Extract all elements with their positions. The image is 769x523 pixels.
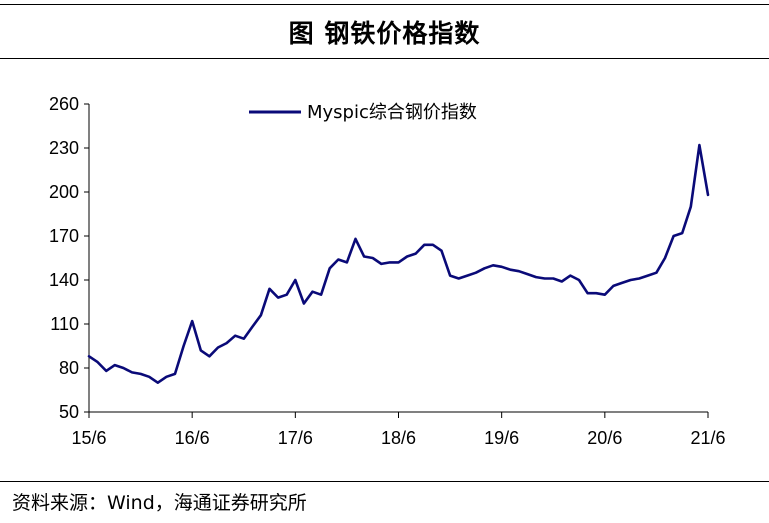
x-tick-label: 17/6 <box>278 428 313 448</box>
x-tick-label: 21/6 <box>690 428 725 448</box>
y-tick-label: 200 <box>49 182 79 202</box>
x-tick-label: 19/6 <box>484 428 519 448</box>
legend-label: Myspic综合钢价指数 <box>307 102 477 123</box>
line-chart: 50 80 110 140 170 200 230 260 15/6 16/6 17/6 18/6 19… <box>49 94 726 448</box>
y-tick-label: 230 <box>49 138 79 158</box>
source-note: 资料来源：Wind，海通证券研究所 <box>12 492 307 514</box>
y-tick-label: 50 <box>59 402 79 422</box>
y-tick-label: 140 <box>49 270 79 290</box>
x-tick-label: 16/6 <box>175 428 210 448</box>
y-tick-label: 110 <box>50 314 79 334</box>
x-tick-label: 18/6 <box>381 428 416 448</box>
top-rule <box>0 4 769 5</box>
figure-title: 图 钢铁价格指数 <box>288 19 481 48</box>
series-line <box>87 143 710 385</box>
footer-rule <box>0 481 769 482</box>
x-tick-label: 20/6 <box>587 428 622 448</box>
y-tick-label: 170 <box>49 226 79 246</box>
figure-header: 图 钢铁价格指数 <box>0 0 769 62</box>
y-tick-label: 260 <box>49 94 79 114</box>
x-tick-label: 15/6 <box>71 428 106 448</box>
y-tick-label: 80 <box>59 358 79 378</box>
header-rule <box>0 58 769 59</box>
